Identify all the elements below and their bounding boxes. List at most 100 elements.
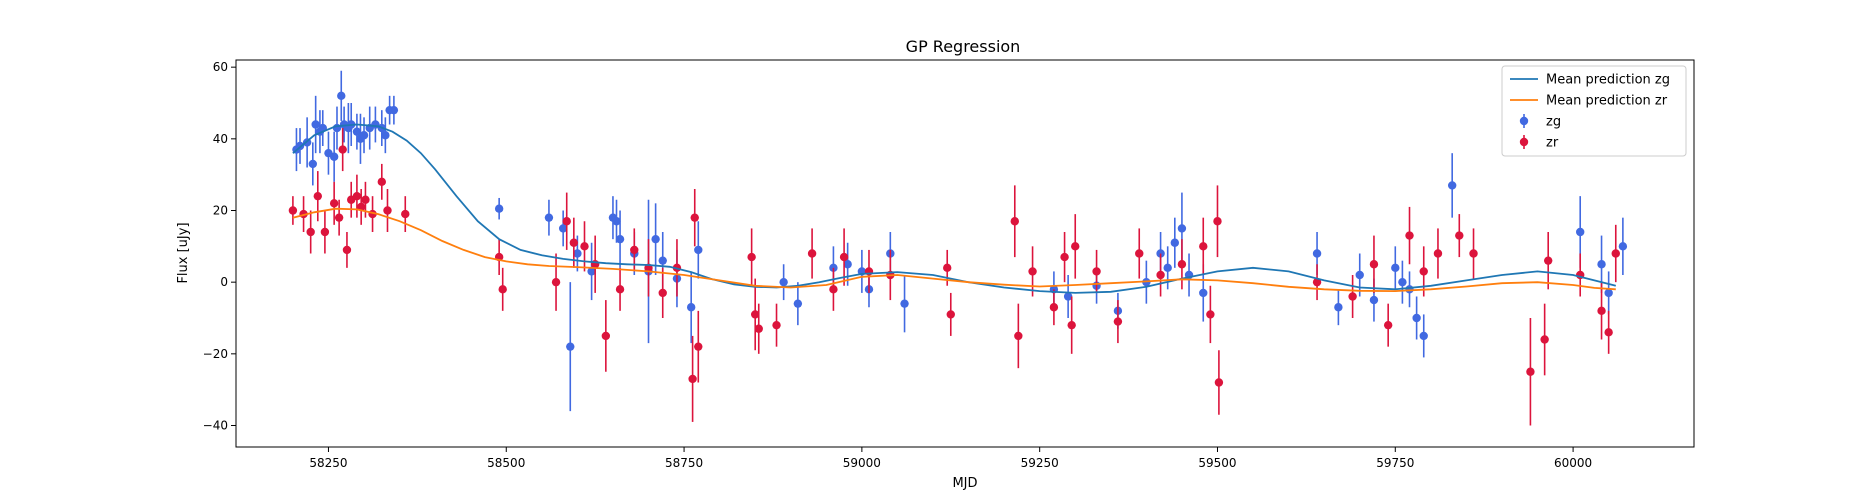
x-tick-label: 59000	[843, 456, 881, 470]
data-point	[946, 310, 955, 319]
y-tick-label: 20	[213, 204, 228, 218]
data-point	[1391, 263, 1400, 273]
data-point	[1398, 277, 1407, 287]
series-zr-points	[288, 128, 1620, 426]
data-point	[750, 310, 760, 319]
chart-title: GP Regression	[906, 37, 1021, 56]
data-point	[1063, 292, 1073, 301]
data-point	[313, 191, 322, 201]
data-point	[306, 227, 315, 237]
data-point	[612, 217, 621, 226]
data-point	[389, 105, 399, 115]
data-point	[1540, 335, 1549, 344]
data-point	[1611, 249, 1620, 258]
data-point	[401, 209, 410, 219]
data-point	[1419, 267, 1428, 276]
data-point	[1412, 313, 1421, 323]
data-point	[1618, 242, 1628, 251]
data-point	[943, 263, 952, 273]
data-point	[573, 249, 582, 258]
data-point	[569, 238, 579, 247]
legend-entry: Mean prediction zr	[1510, 94, 1668, 109]
legend-marker-swatch	[1519, 116, 1529, 126]
data-point	[288, 206, 298, 215]
data-point	[658, 256, 667, 265]
data-point	[1348, 292, 1357, 301]
y-axis: −40 −20 0 20 40 60	[203, 60, 236, 433]
data-point	[1405, 231, 1414, 240]
data-point	[688, 374, 697, 384]
data-point	[334, 213, 344, 222]
plot-area	[288, 70, 1628, 426]
y-tick-label: 60	[213, 60, 228, 74]
data-point	[1214, 378, 1224, 387]
legend-box	[1501, 65, 1687, 157]
legend-entry: zr	[1519, 135, 1559, 151]
data-point	[551, 277, 561, 287]
data-point	[900, 299, 909, 308]
data-point	[1113, 317, 1123, 326]
data-point	[558, 224, 568, 233]
data-point	[1135, 249, 1144, 258]
data-point	[361, 195, 370, 204]
data-point	[308, 159, 318, 169]
data-point	[566, 342, 575, 351]
line-mean-prediction-zr	[292, 207, 1616, 293]
data-point	[337, 91, 346, 101]
data-point	[1334, 303, 1343, 312]
data-point	[377, 177, 386, 187]
plot-frame	[235, 59, 1695, 448]
data-point	[694, 342, 703, 351]
legend-label: Mean prediction zr	[1546, 94, 1668, 109]
data-point	[839, 252, 849, 262]
data-point	[630, 245, 639, 255]
x-tick-label: 59750	[1376, 456, 1414, 470]
x-tick-label: 58750	[665, 456, 703, 470]
data-point	[1092, 267, 1101, 276]
data-point	[694, 245, 703, 255]
data-point	[843, 260, 852, 269]
data-point	[1163, 263, 1172, 273]
line-mean-prediction-zg	[292, 123, 1617, 294]
data-point	[1369, 295, 1379, 305]
data-point	[1014, 331, 1023, 341]
data-point	[1206, 310, 1215, 319]
data-point	[587, 267, 596, 276]
data-point	[1597, 260, 1606, 269]
data-point	[1060, 252, 1069, 262]
data-point	[329, 152, 339, 161]
data-point	[383, 206, 392, 215]
data-point	[1597, 306, 1606, 316]
data-point	[615, 234, 625, 244]
data-point	[1067, 320, 1076, 330]
data-point	[1544, 256, 1553, 265]
data-point	[1170, 238, 1180, 247]
data-point	[320, 227, 330, 237]
data-point	[498, 285, 507, 294]
y-axis-label: Flux [uJy]	[176, 222, 191, 283]
data-point	[793, 299, 803, 308]
data-point	[1199, 288, 1208, 298]
data-point	[359, 131, 369, 140]
data-point	[1419, 331, 1428, 341]
y-tick-label: 0	[220, 275, 228, 289]
data-point	[329, 199, 339, 208]
data-point	[1355, 270, 1364, 280]
data-point	[381, 131, 390, 140]
data-point	[686, 303, 696, 312]
data-point	[1604, 328, 1613, 337]
data-point	[338, 145, 347, 154]
data-point	[1156, 270, 1165, 280]
data-point	[615, 285, 625, 294]
legend-label: zg	[1546, 115, 1561, 130]
data-point	[1383, 320, 1393, 330]
data-point	[352, 191, 362, 201]
data-point	[1312, 249, 1322, 258]
data-point	[658, 288, 667, 298]
data-point	[1526, 367, 1535, 376]
y-tick-label: 40	[213, 132, 228, 146]
data-point	[1576, 227, 1585, 237]
x-tick-label: 60000	[1554, 456, 1592, 470]
data-point	[807, 249, 817, 258]
